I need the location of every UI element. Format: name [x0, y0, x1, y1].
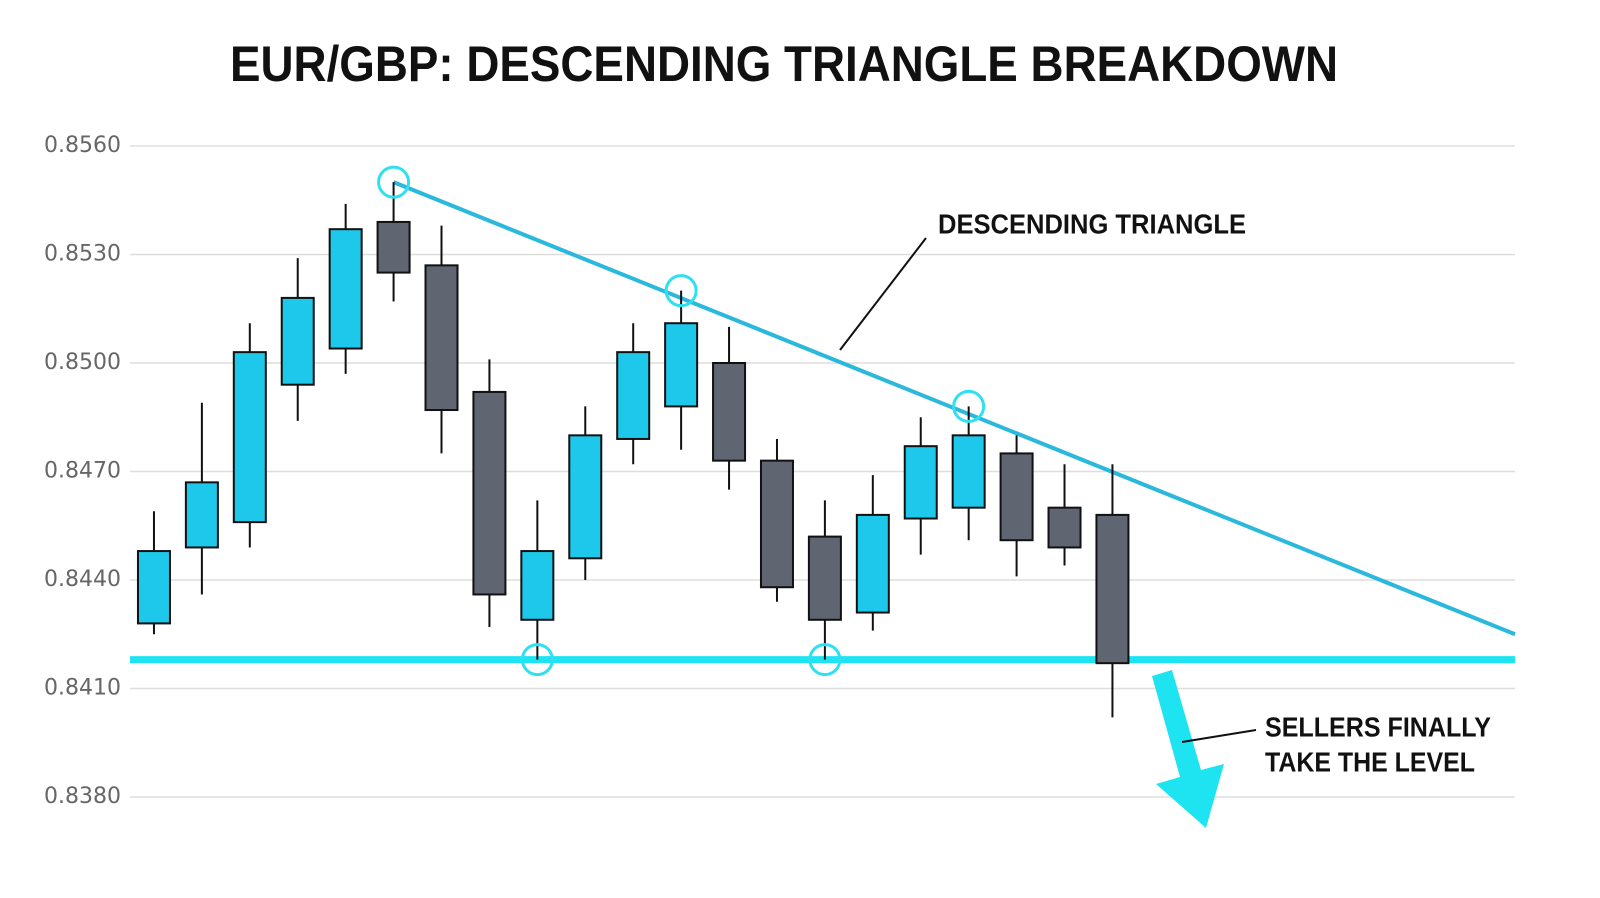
- candle-body: [232, 351, 267, 524]
- candle-body: [1047, 506, 1082, 549]
- breakdown-arrow: [1152, 670, 1224, 828]
- candle-body: [136, 550, 171, 625]
- touch-circle: [952, 389, 986, 423]
- touch-circle: [664, 274, 698, 308]
- y-tick-label: 0.8440: [44, 567, 121, 592]
- candle-body: [568, 434, 603, 560]
- candle-body: [855, 513, 890, 614]
- candle-body: [424, 264, 459, 412]
- candle-body: [759, 459, 794, 589]
- candle-body: [520, 550, 555, 621]
- annotation-leader: [1181, 729, 1257, 743]
- candle-body: [807, 535, 842, 621]
- y-tick-label: 0.8530: [44, 242, 121, 267]
- candle-body: [1095, 513, 1130, 665]
- candle-body: [184, 481, 219, 549]
- candle-body: [712, 362, 747, 462]
- candle-body: [376, 220, 411, 274]
- candle-body: [903, 445, 938, 520]
- candle-body: [280, 296, 315, 386]
- candles: [136, 182, 1130, 718]
- touch-circle: [808, 643, 842, 677]
- chart-title: EUR/GBP: DESCENDING TRIANGLE BREAKDOWN: [230, 36, 1338, 92]
- candle-body: [999, 452, 1034, 542]
- candle-body: [616, 351, 651, 440]
- grid: 0.8560 0.8530 0.8500 0.8470 0.8440 0.8410 0.83…: [44, 133, 1515, 809]
- touch-points: [377, 165, 986, 677]
- candle-body: [472, 390, 507, 596]
- annotation: SELLERS FINALLY: [1265, 711, 1491, 742]
- annotation-leader: [839, 237, 927, 351]
- y-tick-label: 0.8380: [44, 784, 121, 809]
- annotation: TAKE THE LEVEL: [1265, 746, 1475, 777]
- touch-circle: [377, 165, 411, 199]
- candle-body: [664, 322, 699, 408]
- y-tick-label: 0.8560: [44, 133, 121, 158]
- annotation: DESCENDING TRIANGLE: [938, 208, 1246, 239]
- y-tick-label: 0.8410: [44, 676, 121, 701]
- y-tick-label: 0.8500: [44, 350, 121, 375]
- candle-body: [951, 434, 986, 509]
- candle-body: [328, 228, 363, 350]
- touch-circle: [520, 643, 554, 677]
- y-tick-label: 0.8470: [44, 459, 121, 484]
